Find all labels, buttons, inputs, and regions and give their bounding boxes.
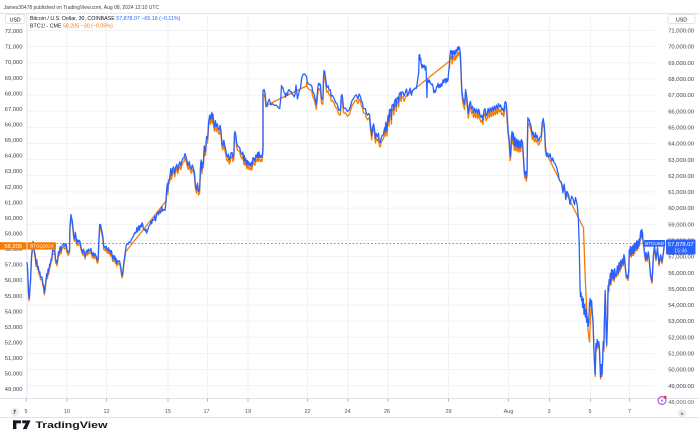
svg-text:59,000.00: 59,000.00 xyxy=(668,222,694,228)
svg-text:USD: USD xyxy=(10,18,21,24)
svg-text:5: 5 xyxy=(588,409,591,415)
svg-text:56,000.00: 56,000.00 xyxy=(668,271,694,277)
svg-text:54,000.00: 54,000.00 xyxy=(668,303,694,309)
svg-text:»: » xyxy=(680,412,684,418)
svg-text:15: 15 xyxy=(165,409,171,415)
svg-text:53,000.00: 53,000.00 xyxy=(668,319,694,325)
svg-text:57,000: 57,000 xyxy=(5,263,23,269)
svg-text:55,000.00: 55,000.00 xyxy=(668,287,694,293)
svg-text:29: 29 xyxy=(445,409,451,415)
svg-text:69,000: 69,000 xyxy=(5,76,23,82)
svg-text:58,205: 58,205 xyxy=(4,244,22,250)
svg-text:3: 3 xyxy=(547,409,550,415)
svg-text:50,000: 50,000 xyxy=(5,372,23,378)
svg-text:19: 19 xyxy=(245,409,251,415)
svg-text:61,000.00: 61,000.00 xyxy=(668,190,694,196)
svg-text:Aug: Aug xyxy=(504,409,514,415)
svg-text:65,000.00: 65,000.00 xyxy=(668,126,694,132)
svg-text:70,000.00: 70,000.00 xyxy=(668,45,694,51)
svg-text:56,000: 56,000 xyxy=(5,278,23,284)
svg-text:53,000: 53,000 xyxy=(5,325,23,331)
svg-text:63,000.00: 63,000.00 xyxy=(668,158,694,164)
svg-text:15:46: 15:46 xyxy=(674,249,687,255)
svg-text:61,000: 61,000 xyxy=(5,200,23,206)
svg-text:69,000.00: 69,000.00 xyxy=(668,61,694,67)
svg-text:64,000.00: 64,000.00 xyxy=(668,142,694,148)
svg-text:49,000.00: 49,000.00 xyxy=(668,384,694,390)
svg-text:68,000.00: 68,000.00 xyxy=(668,77,694,83)
svg-text:22: 22 xyxy=(304,409,310,415)
svg-text:72,000: 72,000 xyxy=(5,29,23,35)
svg-text:66,000: 66,000 xyxy=(5,123,23,129)
svg-text:60,000: 60,000 xyxy=(5,216,23,222)
svg-text:26: 26 xyxy=(384,409,390,415)
svg-text:71,000.00: 71,000.00 xyxy=(668,29,694,35)
svg-text:BTCUSD: BTCUSD xyxy=(645,241,665,246)
svg-text:57,878.07: 57,878.07 xyxy=(668,242,694,248)
svg-text:7: 7 xyxy=(628,409,631,415)
svg-text:62,000: 62,000 xyxy=(5,185,23,191)
svg-text:63,000: 63,000 xyxy=(5,169,23,175)
svg-text:BTC1! - CME 58,205 −30 (−0.05%: BTC1! - CME 58,205 −30 (−0.05%) xyxy=(30,23,113,29)
svg-text:TradingView: TradingView xyxy=(36,420,109,430)
svg-text:59,000: 59,000 xyxy=(5,232,23,238)
svg-text:51,000: 51,000 xyxy=(5,356,23,362)
svg-text:60,000.00: 60,000.00 xyxy=(668,206,694,212)
svg-text:54,000: 54,000 xyxy=(5,309,23,315)
svg-text:James30478 published on Tradin: James30478 published on TradingView.com,… xyxy=(4,5,160,11)
svg-text:52,000: 52,000 xyxy=(5,341,23,347)
svg-text:57,000.00: 57,000.00 xyxy=(668,255,694,261)
svg-text:70,000: 70,000 xyxy=(5,60,23,66)
svg-text:65,000: 65,000 xyxy=(5,138,23,144)
svg-text:Bitcoin / U.S. Dollar, 30, COI: Bitcoin / U.S. Dollar, 30, COINBASE 57,8… xyxy=(30,16,181,22)
svg-text:48,000.00: 48,000.00 xyxy=(668,400,694,406)
svg-text:USD: USD xyxy=(676,18,687,24)
svg-text:67,000.00: 67,000.00 xyxy=(668,93,694,99)
svg-text:67,000: 67,000 xyxy=(5,107,23,113)
svg-text:12: 12 xyxy=(103,409,109,415)
svg-text:58,000: 58,000 xyxy=(5,247,23,253)
svg-text:62,000.00: 62,000.00 xyxy=(668,174,694,180)
svg-text:5: 5 xyxy=(24,409,27,415)
svg-text:55,000: 55,000 xyxy=(5,294,23,300)
svg-text:68,000: 68,000 xyxy=(5,91,23,97)
svg-text:24: 24 xyxy=(344,409,350,415)
svg-text:49,000: 49,000 xyxy=(5,387,23,393)
svg-text:52,000.00: 52,000.00 xyxy=(668,335,694,341)
svg-text:71,000: 71,000 xyxy=(5,45,23,51)
svg-text:17: 17 xyxy=(203,409,209,415)
svg-text:50,000.00: 50,000.00 xyxy=(668,368,694,374)
svg-text:51,000.00: 51,000.00 xyxy=(668,352,694,358)
svg-text:64,000: 64,000 xyxy=(5,154,23,160)
svg-text:BTCQ2024: BTCQ2024 xyxy=(30,244,53,249)
svg-text:66,000.00: 66,000.00 xyxy=(668,109,694,115)
svg-text:10: 10 xyxy=(64,409,70,415)
